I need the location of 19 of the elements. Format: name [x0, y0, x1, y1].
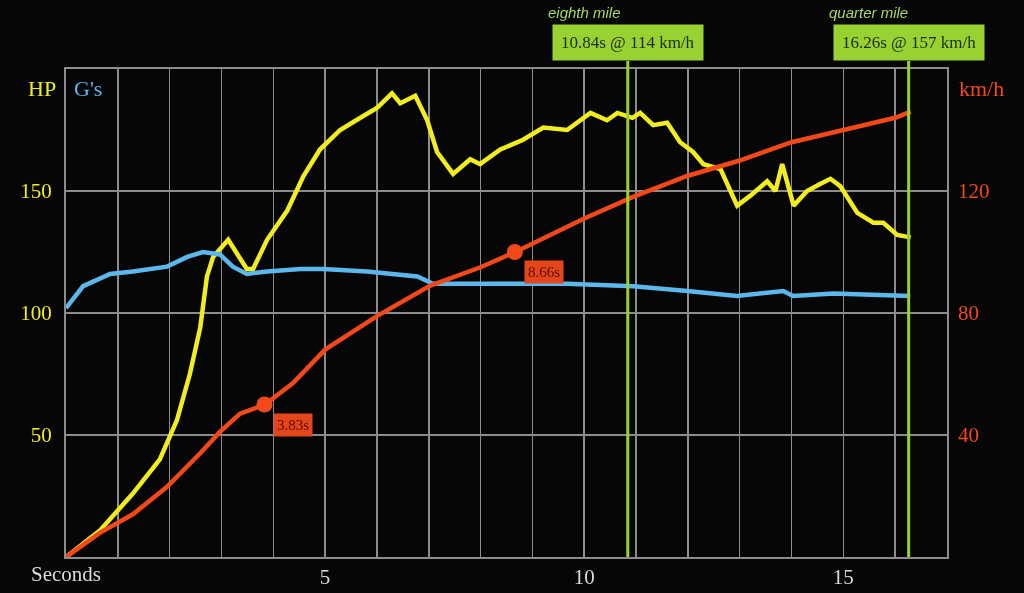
text: G's — [74, 76, 103, 101]
text: eighth mile — [548, 4, 621, 21]
x-tick-label: 10 — [573, 565, 595, 590]
text: HP — [28, 76, 57, 101]
text: km/h — [959, 76, 1005, 101]
y2-tick-label: 40 — [958, 423, 979, 448]
ref-line-label: 16.26s @ 157 km/h — [842, 33, 977, 52]
y-tick-label: 150 — [20, 179, 52, 204]
ref-line-label: 10.84s @ 114 km/h — [561, 33, 695, 52]
y-tick-label: 50 — [30, 423, 52, 448]
y2-tick-label: 80 — [958, 301, 979, 326]
annotation: 3.83s — [277, 417, 310, 433]
y-tick-label: 100 — [20, 301, 52, 326]
x-axis-title: Seconds — [31, 562, 101, 586]
x-tick-label: 15 — [832, 565, 854, 590]
annotation: 8.66s — [528, 264, 561, 280]
text: quarter mile — [829, 4, 909, 21]
y2-tick-label: 120 — [958, 179, 990, 204]
x-tick-label: 5 — [319, 565, 331, 590]
